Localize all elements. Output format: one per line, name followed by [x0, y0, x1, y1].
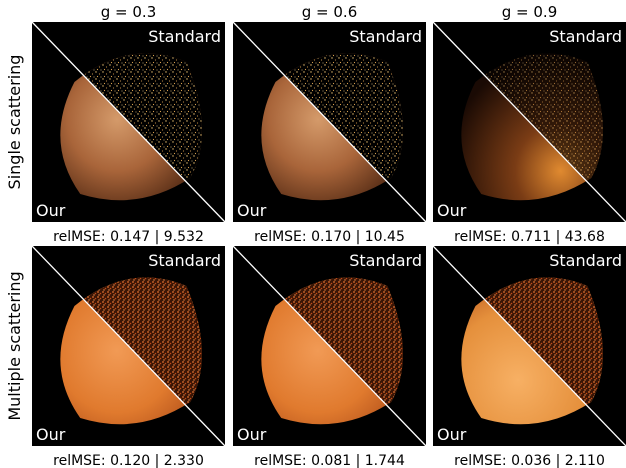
- image-panel: Standard Our: [233, 22, 426, 222]
- caption: relMSE: 0.170 | 10.45: [254, 229, 405, 245]
- method-label: Our: [437, 201, 467, 220]
- figure: g = 0.3 g = 0.6 g = 0.9 Single scattering St…: [0, 0, 626, 468]
- image-panel: Standard Our: [433, 22, 626, 222]
- method-label: Standard: [148, 27, 221, 46]
- method-label: Our: [237, 201, 267, 220]
- image-panel: Standard Our: [32, 246, 225, 446]
- caption: relMSE: 0.711 | 43.68: [454, 229, 605, 245]
- caption: relMSE: 0.147 | 9.532: [53, 229, 204, 245]
- row-label: Single scattering: [5, 55, 24, 190]
- image-panel: Standard Our: [32, 22, 225, 222]
- caption: relMSE: 0.120 | 2.330: [53, 453, 204, 468]
- method-label: Standard: [349, 27, 422, 46]
- method-label: Our: [36, 201, 66, 220]
- column-header: g = 0.3: [101, 3, 156, 21]
- method-label: Our: [437, 425, 467, 444]
- column-header: g = 0.6: [302, 3, 357, 21]
- method-label: Standard: [349, 251, 422, 270]
- method-label: Standard: [148, 251, 221, 270]
- image-panel: Standard Our: [433, 246, 626, 446]
- image-panel: Standard Our: [233, 246, 426, 446]
- caption: relMSE: 0.081 | 1.744: [254, 453, 405, 468]
- caption: relMSE: 0.036 | 2.110: [454, 453, 605, 468]
- column-header: g = 0.9: [502, 3, 557, 21]
- method-label: Our: [36, 425, 66, 444]
- method-label: Standard: [549, 27, 622, 46]
- row-label: Multiple scattering: [5, 271, 24, 420]
- method-label: Standard: [549, 251, 622, 270]
- method-label: Our: [237, 425, 267, 444]
